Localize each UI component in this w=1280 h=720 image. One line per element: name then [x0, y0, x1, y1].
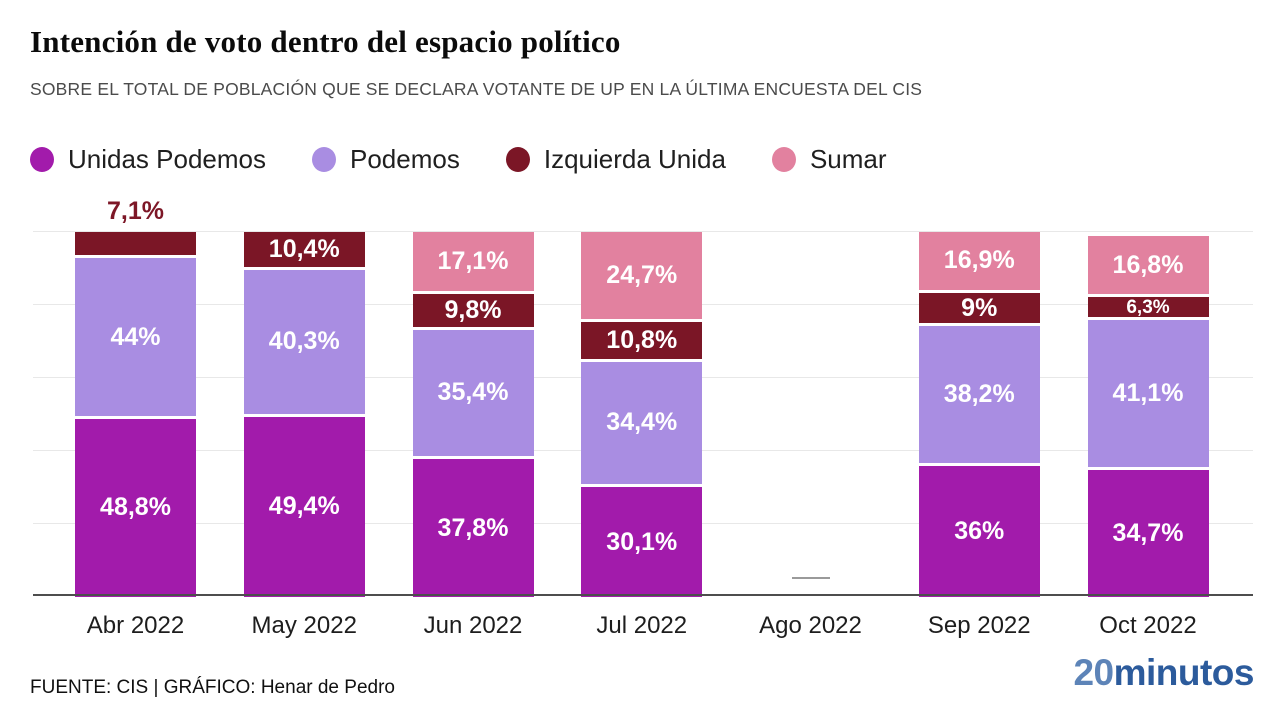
segment-value-label: 17,1% [437, 246, 509, 275]
legend-label: Unidas Podemos [68, 144, 266, 174]
source-credit: FUENTE: CIS | GRÁFICO: Henar de Pedro [30, 677, 395, 698]
legend-label: Sumar [809, 144, 887, 174]
segment-value-label: 35,4% [437, 378, 509, 407]
bar-segment: 37,8% [412, 459, 534, 597]
segment-value-label: 10,4% [268, 234, 340, 263]
x-axis-line [33, 594, 1253, 596]
chart-plot: 48,8% 44% 7,1% 49,4% 40,3% 10,4% 37,8% 35,4% 9,8… [33, 199, 1253, 601]
segment-value-label: 37,8% [437, 513, 509, 542]
segment-value-label: 9,8% [444, 295, 502, 324]
bar-segment: 9% [918, 293, 1040, 327]
legend-item: Podemos [312, 144, 460, 175]
legend-item: Izquierda Unida [505, 144, 726, 175]
bar-segment: 48,8% [75, 418, 196, 597]
segment-value-label: 49,4% [268, 492, 340, 521]
bar-segment: 36% [918, 465, 1040, 597]
gridline [33, 231, 1253, 232]
x-axis-label: Jul 2022 [596, 612, 688, 639]
legend-dot-icon [312, 147, 336, 172]
bar-segment: 49,4% [243, 416, 365, 597]
segment-value-label: 16,8% [1112, 250, 1184, 279]
legend-item: Sumar [771, 144, 887, 175]
legend: Unidas Podemos Podemos Izquierda Unida Suma… [30, 144, 887, 175]
outside-value-label: 7,1% [107, 197, 164, 226]
bar-segment: 40,3% [243, 269, 365, 417]
bar-segment: 44% [75, 258, 196, 419]
segment-value-label: 9% [961, 293, 998, 322]
x-axis-label: Jun 2022 [423, 612, 523, 639]
legend-dot-icon [505, 147, 530, 172]
bar-segment: 30,1% [581, 487, 703, 597]
x-axis-label: May 2022 [251, 612, 357, 639]
logo-part-20: 20 [1073, 652, 1114, 693]
logo-part-minutos: minutos [1113, 652, 1255, 693]
segment-value-label: 24,7% [606, 261, 678, 290]
legend-label: Podemos [350, 144, 460, 174]
legend-item: Unidas Podemos [30, 144, 266, 175]
bar-segment: 41,1% [1087, 320, 1209, 471]
bar-segment: 16,9% [918, 231, 1040, 294]
bar-segment: 38,2% [918, 326, 1040, 466]
20minutos-logo: 20minutos [1073, 652, 1254, 694]
page-title: Intención de voto dentro del espacio pol… [30, 24, 621, 59]
segment-value-label: 40,3% [268, 327, 340, 356]
segment-value-label: 6,3% [1126, 296, 1170, 318]
legend-dot-icon [771, 147, 796, 172]
bar-segment: 9,8% [412, 294, 534, 330]
x-axis-label: Oct 2022 [1099, 612, 1197, 639]
bar-segment: 10,8% [581, 322, 703, 362]
x-axis-label: Ago 2022 [759, 612, 862, 639]
bar-segment: 16,8% [1087, 236, 1209, 298]
x-axis-label: Abr 2022 [86, 612, 185, 639]
x-axis-label: Sep 2022 [927, 612, 1031, 639]
page-subtitle: SOBRE EL TOTAL DE POBLACIÓN QUE SE DECLA… [30, 79, 923, 99]
bar-segment: 34,7% [1087, 470, 1209, 597]
segment-value-label: 10,8% [606, 325, 678, 354]
legend-label: Izquierda Unida [543, 144, 726, 174]
bar-segment: 6,3% [1087, 296, 1209, 321]
segment-value-label: 16,9% [943, 246, 1015, 275]
segment-value-label: 34,4% [606, 408, 678, 437]
bar-segment: 35,4% [412, 329, 534, 460]
legend-dot-icon [30, 147, 54, 172]
segment-value-label: 30,1% [606, 527, 678, 556]
segment-value-label: 36% [954, 516, 1005, 545]
segment-value-label: 44% [110, 322, 161, 351]
bar-segment: 17,1% [412, 231, 534, 295]
no-data-dash-icon [791, 577, 830, 579]
bar-segment: 34,4% [581, 361, 703, 488]
segment-value-label: 41,1% [1112, 379, 1184, 408]
bar-segment: 24,7% [581, 232, 703, 323]
bar-segment: 10,4% [243, 231, 365, 270]
x-axis-labels: Abr 2022 May 2022 Jun 2022 Jul 2022 Ago 2022… [33, 612, 1253, 644]
segment-value-label: 38,2% [943, 379, 1015, 408]
segment-value-label: 48,8% [100, 493, 171, 522]
segment-value-label: 34,7% [1112, 519, 1184, 548]
bar-segment [75, 232, 196, 259]
